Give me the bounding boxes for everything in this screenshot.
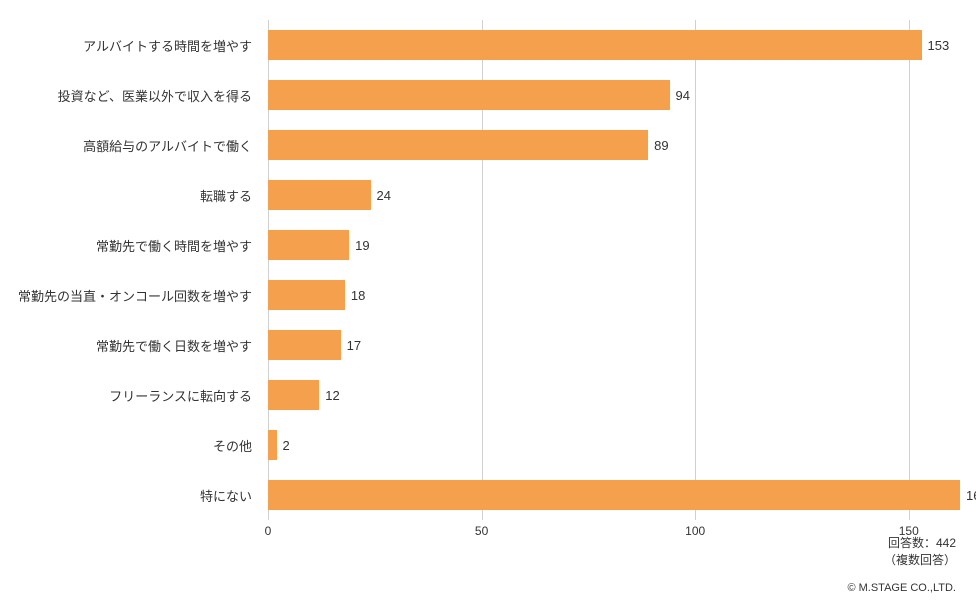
value-label: 19 [349,220,369,270]
category-label: フリーランスに転向する [0,370,260,420]
category-label: 常勤先の当直・オンコール回数を増やす [0,270,260,320]
chart-row: アルバイトする時間を増やす 153 [0,20,960,70]
footer-line1: 回答数：442 [884,535,956,552]
category-label: 高額給与のアルバイトで働く [0,120,260,170]
chart-row: 高額給与のアルバイトで働く 89 [0,120,960,170]
bar [268,330,341,360]
category-label: その他 [0,420,260,470]
x-tick-label: 50 [475,524,488,538]
category-label: 特にない [0,470,260,520]
x-tick-label: 0 [265,524,272,538]
category-label: 投資など、医業以外で収入を得る [0,70,260,120]
value-label: 18 [345,270,365,320]
chart-row: 常勤先で働く時間を増やす 19 [0,220,960,270]
bar [268,280,345,310]
chart-row: 常勤先の当直・オンコール回数を増やす 18 [0,270,960,320]
value-label: 12 [319,370,339,420]
chart-row: 特にない162 [0,470,960,520]
value-label: 2 [277,420,290,470]
x-tick-label: 100 [685,524,705,538]
value-label: 162 [960,470,976,520]
value-label: 153 [922,20,950,70]
value-label: 24 [371,170,391,220]
bar [268,430,277,460]
bar [268,380,319,410]
chart-row: その他 2 [0,420,960,470]
category-label: 常勤先で働く日数を増やす [0,320,260,370]
copyright: © M.STAGE CO.,LTD. [847,582,956,594]
value-label: 17 [341,320,361,370]
value-label: 94 [670,70,690,120]
chart-row: 転職する 24 [0,170,960,220]
bar [268,480,960,510]
bar [268,180,371,210]
category-label: 常勤先で働く時間を増やす [0,220,260,270]
bar [268,80,670,110]
bar [268,130,648,160]
category-label: 転職する [0,170,260,220]
chart-row: 投資など、医業以外で収入を得る 94 [0,70,960,120]
category-label: アルバイトする時間を増やす [0,20,260,70]
chart-row: フリーランスに転向する 12 [0,370,960,420]
value-label: 89 [648,120,668,170]
bar [268,30,922,60]
footer-line2: （複数回答） [884,552,956,569]
x-axis: 050100150 [268,520,960,540]
chart-container: アルバイトする時間を増やす153投資など、医業以外で収入を得る94高額給与のアル… [0,20,960,555]
footer-note: 回答数：442 （複数回答） [884,535,956,570]
bar [268,230,349,260]
chart-row: 常勤先で働く日数を増やす 17 [0,320,960,370]
